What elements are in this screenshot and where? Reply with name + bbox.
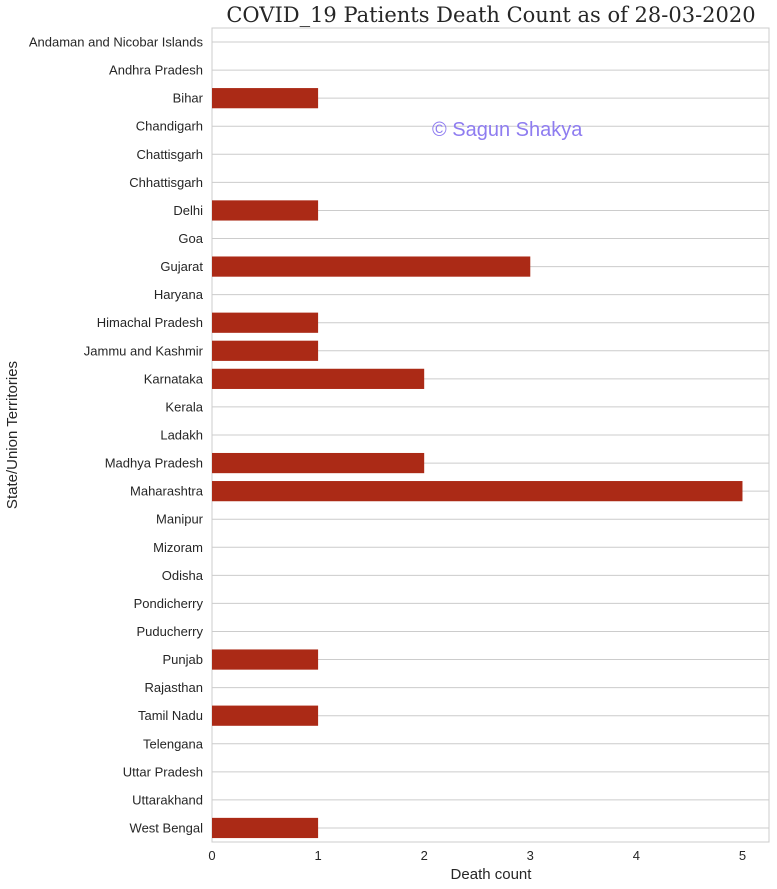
x-tick-label: 0: [208, 848, 215, 863]
bar: [212, 368, 425, 389]
bar: [212, 340, 319, 361]
y-tick-label: Chattisgarh: [137, 147, 203, 162]
y-tick-labels: Andaman and Nicobar Islands Andhra Prades…: [29, 35, 204, 836]
y-tick-label: Pondicherry: [134, 596, 204, 611]
y-tick-label: Mizoram: [153, 540, 203, 555]
y-tick-label: Punjab: [163, 652, 203, 667]
y-tick-label: Uttar Pradesh: [123, 764, 203, 779]
bar: [212, 312, 319, 333]
y-tick-label: Chandigarh: [136, 119, 203, 134]
y-tick-label: Karnataka: [144, 371, 204, 386]
bar: [212, 649, 319, 670]
y-tick-label: Andhra Pradesh: [109, 63, 203, 78]
y-tick-label: Manipur: [156, 512, 204, 527]
y-tick-label: Tamil Nadu: [138, 708, 203, 723]
y-tick-label: Delhi: [173, 203, 203, 218]
y-tick-label: Bihar: [173, 91, 204, 106]
x-tick-label: 3: [527, 848, 534, 863]
x-axis-label: Death count: [451, 866, 533, 883]
bar: [212, 88, 319, 109]
x-tick-labels: 0 1 2 3 4 5: [208, 848, 746, 863]
x-tick-label: 2: [421, 848, 428, 863]
y-tick-label: West Bengal: [130, 820, 204, 835]
y-tick-label: Goa: [178, 231, 203, 246]
watermark: © Sagun Shakya: [432, 119, 583, 141]
bars: [212, 88, 743, 839]
y-tick-label: Uttarakhand: [132, 792, 203, 807]
y-tick-label: Odisha: [162, 568, 204, 583]
bar: [212, 200, 319, 221]
bar: [212, 817, 319, 839]
y-tick-label: Haryana: [154, 287, 204, 302]
plot-frame: [211, 27, 770, 843]
y-tick-label: Puducherry: [137, 624, 204, 639]
bar: [212, 705, 319, 726]
y-tick-label: Telengana: [143, 736, 204, 751]
bar: [212, 452, 425, 474]
y-tick-label: Kerala: [165, 399, 203, 414]
x-tick-label: 1: [314, 848, 321, 863]
y-tick-label: Himachal Pradesh: [97, 315, 203, 330]
x-tick-label: 4: [633, 848, 640, 863]
y-tick-label: Maharashtra: [130, 484, 204, 499]
y-tick-label: Rajasthan: [144, 680, 203, 695]
y-tick-label: Andaman and Nicobar Islands: [29, 35, 204, 50]
chart-title: COVID_19 Patients Death Count as of 28-0…: [226, 3, 755, 27]
x-tick-label: 5: [739, 848, 746, 863]
y-tick-label: Chhattisgarh: [129, 175, 203, 190]
y-tick-label: Jammu and Kashmir: [84, 343, 204, 358]
y-axis-label: State/Union Territories: [4, 361, 21, 509]
y-tick-label: Ladakh: [160, 428, 203, 443]
y-tick-label: Gujarat: [160, 259, 203, 274]
bar: [212, 256, 531, 277]
y-tick-label: Madhya Pradesh: [105, 456, 203, 471]
bar: [212, 481, 743, 502]
